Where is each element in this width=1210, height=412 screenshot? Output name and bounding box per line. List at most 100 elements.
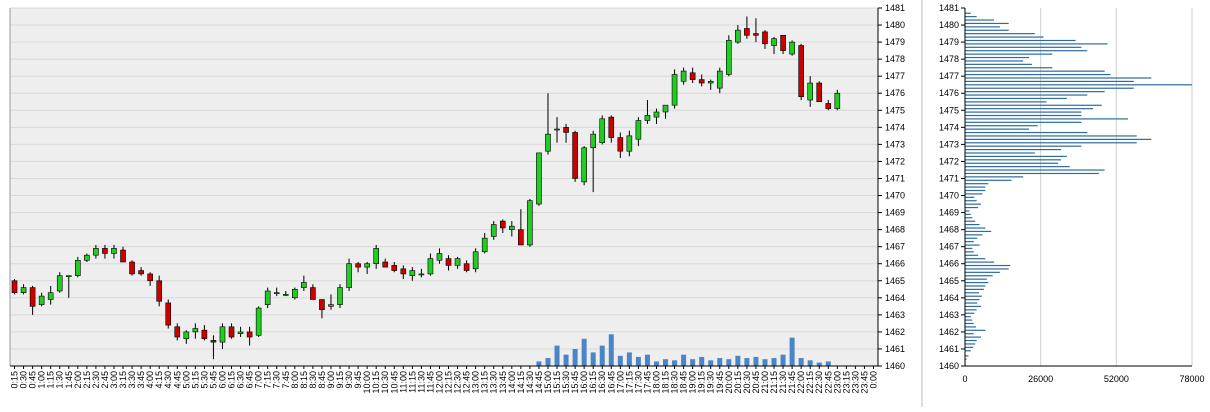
x-tick-label: 6:15: [227, 371, 237, 389]
candle-body: [798, 45, 804, 97]
profile-y-tick-label: 1472: [939, 156, 959, 166]
candle-body: [427, 258, 434, 275]
volume-bar: [690, 359, 696, 366]
candle-body: [400, 268, 407, 275]
profile-bar: [965, 224, 980, 226]
volume-bar: [563, 354, 569, 366]
profile-bar: [965, 39, 1076, 42]
x-tick-label: 12:00: [434, 371, 444, 394]
profile-bar: [965, 227, 986, 229]
x-tick-label: 10:30: [380, 371, 390, 394]
candle-body: [56, 275, 63, 292]
profile-bar: [965, 220, 976, 222]
x-tick-label: 3:30: [127, 371, 137, 389]
profile-bar: [965, 292, 979, 294]
candle-body: [707, 81, 714, 84]
profile-y-tick-label: 1475: [939, 105, 959, 115]
candle-body: [75, 260, 81, 276]
volume-bar: [536, 361, 542, 366]
profile-bar: [965, 358, 967, 360]
profile-bar: [965, 196, 975, 198]
candle-body: [481, 237, 488, 253]
x-tick-label: 7:15: [263, 371, 273, 389]
profile-bar: [965, 254, 979, 256]
y-tick-label: 1481: [885, 3, 905, 13]
candle-body: [789, 41, 795, 55]
profile-x-tick-label: 0: [962, 374, 967, 384]
profile-bar: [965, 234, 983, 236]
x-tick-label: 18:30: [670, 371, 680, 394]
x-tick-label: 17:00: [615, 371, 625, 394]
profile-bar: [965, 210, 970, 212]
candle-body: [174, 326, 181, 338]
x-tick-label: 1:00: [37, 371, 47, 389]
candle-body: [364, 263, 370, 268]
profile-bar: [965, 138, 1152, 140]
profile-y-tick-label: 1473: [939, 139, 959, 149]
candle-body: [93, 248, 99, 256]
candle-body: [780, 34, 786, 51]
candle-body: [445, 258, 452, 266]
profile-bar: [965, 87, 1134, 89]
candle-body: [84, 254, 90, 261]
x-tick-label: 1:30: [55, 371, 65, 389]
x-tick-label: 4:30: [163, 371, 173, 389]
profile-x-tick-label: 78000: [1179, 374, 1204, 384]
volume-bar: [608, 334, 614, 366]
x-tick-label: 14:15: [516, 371, 526, 394]
candle-body: [454, 258, 461, 266]
profile-bar: [965, 131, 1088, 134]
volume-bar: [599, 345, 605, 366]
profile-bar: [965, 206, 979, 209]
candle-body: [301, 282, 307, 288]
x-tick-label: 6:30: [236, 371, 246, 389]
profile-bar: [965, 281, 989, 284]
x-tick-label: 20:45: [751, 371, 761, 394]
x-tick-label: 21:30: [778, 371, 788, 394]
volume-bar: [807, 360, 813, 366]
y-tick-label: 1473: [885, 139, 905, 149]
x-tick-label: 7:00: [254, 371, 264, 389]
profile-bar: [965, 70, 1105, 72]
x-tick-label: 21:15: [769, 371, 779, 394]
candle-body: [328, 304, 334, 307]
x-tick-label: 14:00: [507, 371, 517, 394]
profile-bar: [965, 247, 973, 250]
y-tick-label: 1466: [885, 259, 905, 269]
profile-bar: [965, 261, 995, 263]
candle-body: [409, 270, 416, 276]
x-tick-label: 12:15: [444, 371, 454, 394]
candle-body: [310, 287, 316, 300]
profile-y-tick-label: 1477: [939, 71, 959, 81]
x-tick-label: 4:45: [172, 371, 182, 389]
candle-body: [572, 132, 578, 179]
profile-bar: [965, 91, 1105, 93]
candle-body: [716, 70, 723, 89]
profile-bar: [965, 60, 1024, 62]
x-tick-label: 12:30: [453, 371, 463, 394]
candle-body: [680, 70, 687, 82]
candlestick-panel: 1460 1461 1462 1463 1464 1465 1466 1467 1468 1469…: [9, 0, 923, 407]
x-tick-label: 0:45: [28, 371, 38, 389]
x-tick-label: 15:00: [543, 371, 553, 394]
x-tick-label: 3:15: [118, 371, 128, 389]
candle-body: [373, 248, 379, 265]
x-tick-label: 13:45: [498, 371, 508, 394]
profile-bar: [965, 322, 974, 325]
profile-bar: [965, 145, 1082, 147]
profile-y-tick-label: 1480: [939, 20, 959, 30]
profile-bar: [965, 56, 1030, 59]
x-tick-label: 10:00: [362, 371, 372, 394]
profile-y-tick-label: 1478: [939, 54, 959, 64]
candle-body: [509, 225, 515, 230]
x-tick-label: 0:30: [19, 371, 29, 389]
profile-bar: [965, 104, 1102, 106]
profile-bar: [965, 268, 1009, 270]
x-tick-label: 21:45: [787, 371, 797, 394]
candle-body: [382, 261, 389, 268]
x-tick-label: 23:00: [832, 371, 842, 394]
candle-body: [527, 200, 533, 246]
x-tick-label: 20:15: [733, 371, 743, 394]
x-tick-label: 10:45: [389, 371, 399, 394]
x-tick-label: 8:30: [308, 371, 318, 389]
